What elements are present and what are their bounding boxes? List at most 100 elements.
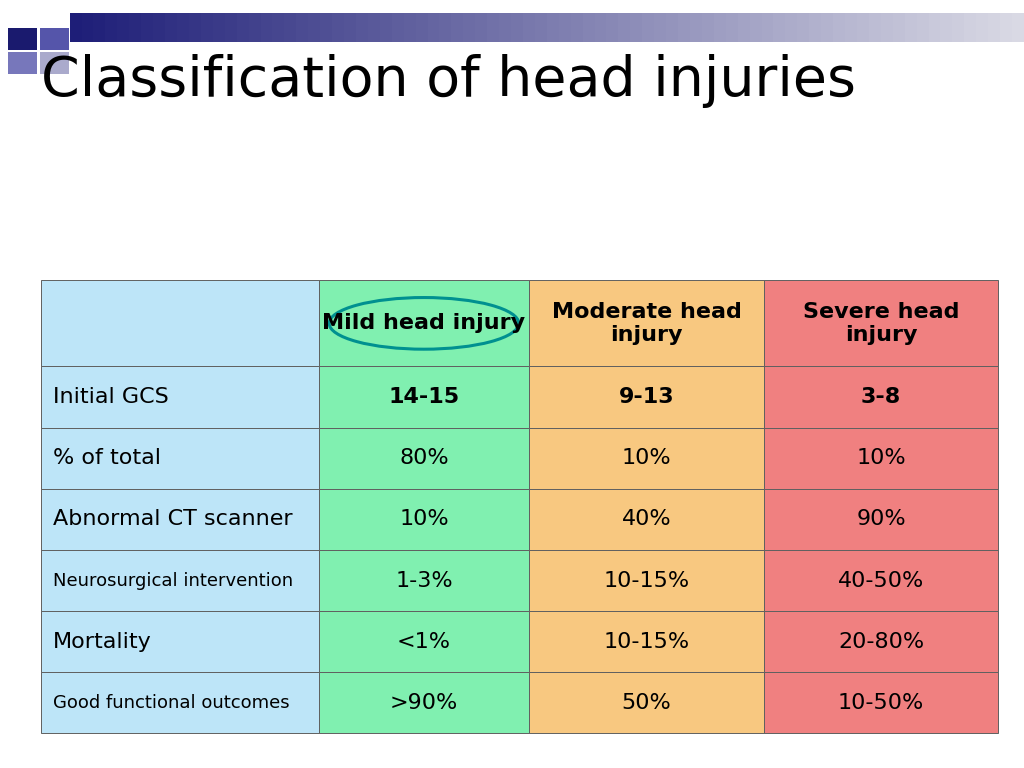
Bar: [762, 13, 774, 42]
Bar: [773, 13, 786, 42]
Bar: [82, 13, 94, 42]
Bar: [487, 13, 500, 42]
Text: 50%: 50%: [622, 693, 672, 713]
Bar: [40, 28, 69, 50]
Bar: [764, 550, 998, 611]
Bar: [618, 13, 632, 42]
Bar: [893, 13, 906, 42]
Text: Mortality: Mortality: [53, 632, 152, 652]
Bar: [737, 13, 751, 42]
Bar: [834, 13, 846, 42]
Bar: [523, 13, 536, 42]
Bar: [965, 13, 977, 42]
Bar: [857, 13, 870, 42]
Bar: [41, 488, 318, 550]
Text: 90%: 90%: [856, 509, 906, 529]
Bar: [41, 550, 318, 611]
Bar: [764, 280, 998, 366]
Bar: [529, 488, 764, 550]
Text: 20-80%: 20-80%: [838, 632, 925, 652]
Bar: [976, 13, 989, 42]
Text: 10-15%: 10-15%: [603, 571, 689, 591]
Text: Neurosurgical intervention: Neurosurgical intervention: [53, 571, 293, 590]
Bar: [260, 13, 273, 42]
Bar: [154, 13, 166, 42]
Bar: [701, 13, 715, 42]
Text: Good functional outcomes: Good functional outcomes: [53, 694, 290, 712]
Bar: [41, 280, 318, 366]
Bar: [988, 13, 1001, 42]
Bar: [529, 428, 764, 488]
Bar: [845, 13, 858, 42]
Bar: [318, 366, 529, 428]
Bar: [764, 366, 998, 428]
Bar: [452, 13, 464, 42]
Bar: [368, 13, 381, 42]
Bar: [559, 13, 571, 42]
Bar: [714, 13, 727, 42]
Bar: [41, 611, 318, 672]
Bar: [249, 13, 261, 42]
Bar: [529, 550, 764, 611]
Text: 10-15%: 10-15%: [603, 632, 689, 652]
Bar: [764, 488, 998, 550]
Bar: [380, 13, 393, 42]
Bar: [41, 366, 318, 428]
Bar: [929, 13, 941, 42]
Bar: [595, 13, 607, 42]
Text: 10%: 10%: [399, 509, 449, 529]
Bar: [8, 28, 37, 50]
Bar: [881, 13, 894, 42]
Bar: [1012, 13, 1024, 42]
Bar: [499, 13, 512, 42]
Bar: [165, 13, 178, 42]
Bar: [940, 13, 953, 42]
Bar: [296, 13, 309, 42]
Bar: [318, 280, 529, 366]
Text: Moderate head
injury: Moderate head injury: [552, 302, 741, 345]
Bar: [321, 13, 333, 42]
Bar: [667, 13, 679, 42]
Bar: [41, 428, 318, 488]
Bar: [141, 13, 155, 42]
Text: 40%: 40%: [622, 509, 672, 529]
Bar: [547, 13, 560, 42]
Text: % of total: % of total: [53, 449, 161, 468]
Bar: [40, 52, 69, 74]
Bar: [428, 13, 440, 42]
Bar: [318, 611, 529, 672]
Bar: [237, 13, 250, 42]
Bar: [41, 672, 318, 733]
Bar: [318, 672, 529, 733]
Bar: [529, 280, 764, 366]
Bar: [392, 13, 404, 42]
Text: 14-15: 14-15: [388, 387, 460, 407]
Bar: [529, 366, 764, 428]
Text: 1-3%: 1-3%: [395, 571, 453, 591]
Bar: [642, 13, 655, 42]
Text: 10-50%: 10-50%: [838, 693, 925, 713]
Bar: [8, 52, 37, 74]
Bar: [403, 13, 417, 42]
Bar: [344, 13, 357, 42]
Bar: [463, 13, 476, 42]
Text: 3-8: 3-8: [861, 387, 901, 407]
Bar: [905, 13, 918, 42]
Bar: [764, 611, 998, 672]
Bar: [1000, 13, 1013, 42]
Bar: [188, 13, 202, 42]
Text: Severe head
injury: Severe head injury: [803, 302, 959, 345]
Bar: [201, 13, 214, 42]
Bar: [318, 550, 529, 611]
Bar: [272, 13, 286, 42]
Bar: [764, 672, 998, 733]
Bar: [285, 13, 297, 42]
Bar: [583, 13, 596, 42]
Bar: [529, 611, 764, 672]
Bar: [916, 13, 930, 42]
Bar: [952, 13, 966, 42]
Bar: [318, 428, 529, 488]
Text: Abnormal CT scanner: Abnormal CT scanner: [53, 509, 293, 529]
Bar: [332, 13, 345, 42]
Bar: [129, 13, 142, 42]
